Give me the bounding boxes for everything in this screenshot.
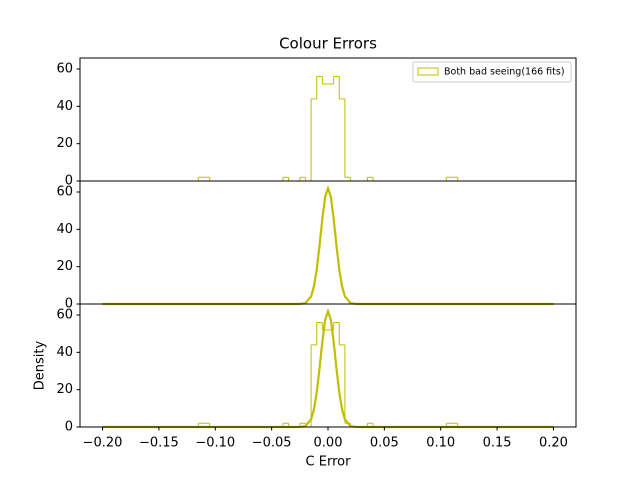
y-tick-label: 20 bbox=[56, 259, 73, 274]
y-tick-label: 0 bbox=[65, 297, 73, 312]
x-tick-label: 0.20 bbox=[539, 436, 568, 451]
y-tick-label: 20 bbox=[56, 136, 73, 151]
y-tick-label: 40 bbox=[56, 345, 73, 360]
x-tick-label: 0.15 bbox=[483, 436, 512, 451]
x-tick-label: 0.10 bbox=[426, 436, 455, 451]
x-axis-label: C Error bbox=[306, 455, 352, 470]
y-tick-label: 60 bbox=[56, 308, 73, 323]
chart-title: Colour Errors bbox=[279, 35, 377, 53]
x-tick-label: −0.05 bbox=[252, 436, 292, 451]
y-axis-label: Density bbox=[33, 340, 48, 390]
x-tick-label: 0.05 bbox=[370, 436, 399, 451]
x-tick-label: −0.15 bbox=[139, 436, 179, 451]
density-curve bbox=[102, 184, 554, 306]
legend-box bbox=[412, 61, 572, 83]
y-tick-label: 40 bbox=[56, 222, 73, 237]
density-curve bbox=[102, 307, 554, 429]
y-tick-label: 0 bbox=[65, 174, 73, 189]
legend-swatch bbox=[417, 67, 439, 76]
y-tick-label: 40 bbox=[56, 99, 73, 114]
y-tick-label: 60 bbox=[56, 62, 73, 77]
x-tick-label: −0.20 bbox=[83, 436, 123, 451]
legend-label: Both bad seeing(166 fits) bbox=[444, 67, 565, 78]
x-tick-label: −0.10 bbox=[195, 436, 235, 451]
y-tick-label: 20 bbox=[56, 382, 73, 397]
y-tick-label: 60 bbox=[56, 185, 73, 200]
y-tick-label: 0 bbox=[65, 420, 73, 435]
x-tick-label: 0.00 bbox=[314, 436, 343, 451]
